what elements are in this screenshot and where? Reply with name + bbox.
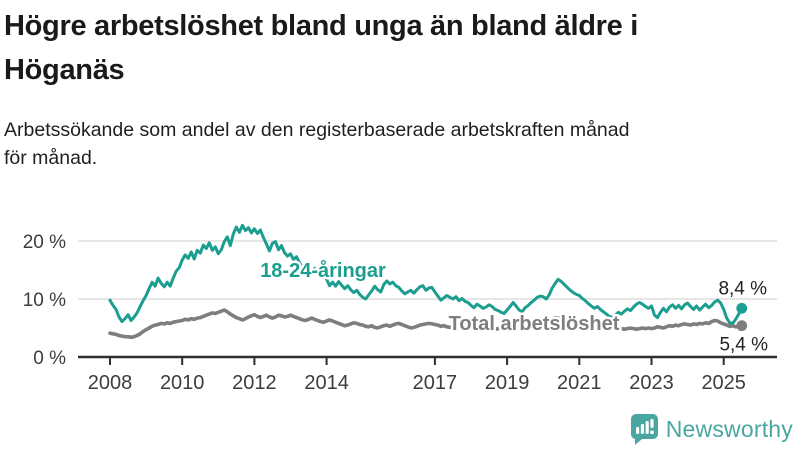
newsworthy-logo-icon (630, 414, 658, 445)
speech-bubble-shape (630, 414, 658, 445)
x-axis-label: 2010 (160, 372, 205, 394)
chart-subtitle-line-1: Arbetssökande som andel av den registerb… (4, 119, 630, 141)
chart-subtitle-line-2: för månad. (4, 147, 98, 169)
end-dot-total (736, 320, 748, 332)
gridlines (78, 240, 777, 300)
page-title-line-1: Högre arbetslöshet bland unga än bland ä… (4, 10, 638, 42)
x-axis-label: 2021 (557, 372, 602, 394)
x-axis-label: 2008 (88, 372, 133, 394)
page-title: Högre arbetslöshet bland unga än bland ä… (4, 4, 790, 92)
x-axis-label: 2012 (232, 372, 277, 394)
exclamation-bar (650, 419, 654, 428)
x-axis-label: 2017 (413, 372, 458, 394)
y-axis-label-10: 10 % (23, 290, 66, 311)
series-line-young (108, 223, 744, 325)
x-axis-label: 2019 (485, 372, 530, 394)
y-axis-label-20: 20 % (23, 232, 66, 253)
x-axis-label: 2025 (701, 372, 746, 394)
chart-header: Högre arbetslöshet bland unga än bland ä… (4, 4, 790, 172)
end-value-label-total: 5,4 % (719, 335, 768, 356)
end-dot-young (736, 302, 748, 314)
end-value-label-young: 8,4 % (718, 278, 767, 299)
series-label-young: 18-24-åringar (260, 259, 386, 282)
exclamation-dot (649, 430, 654, 435)
chart-subtitle: Arbetssökande som andel av den registerb… (4, 116, 790, 172)
series-line-total (108, 308, 744, 340)
x-axis-label: 2023 (629, 372, 674, 394)
y-axis-label-0: 0 % (33, 348, 66, 369)
x-axis-label: 2014 (304, 372, 349, 394)
bar-chart-glyph (635, 419, 654, 435)
y-axis: 20 % 10 % 0 % (23, 232, 66, 369)
series-label-total: Total arbetslöshet (449, 313, 620, 335)
newsworthy-wordmark: Newsworthy (665, 415, 793, 442)
x-axis: 2008 2010 2012 2014 2017 2019 2021 2023 2025 (88, 357, 746, 394)
page-title-line-2: Höganäs (4, 54, 125, 86)
newsworthy-logo: Newsworthy (629, 413, 793, 445)
